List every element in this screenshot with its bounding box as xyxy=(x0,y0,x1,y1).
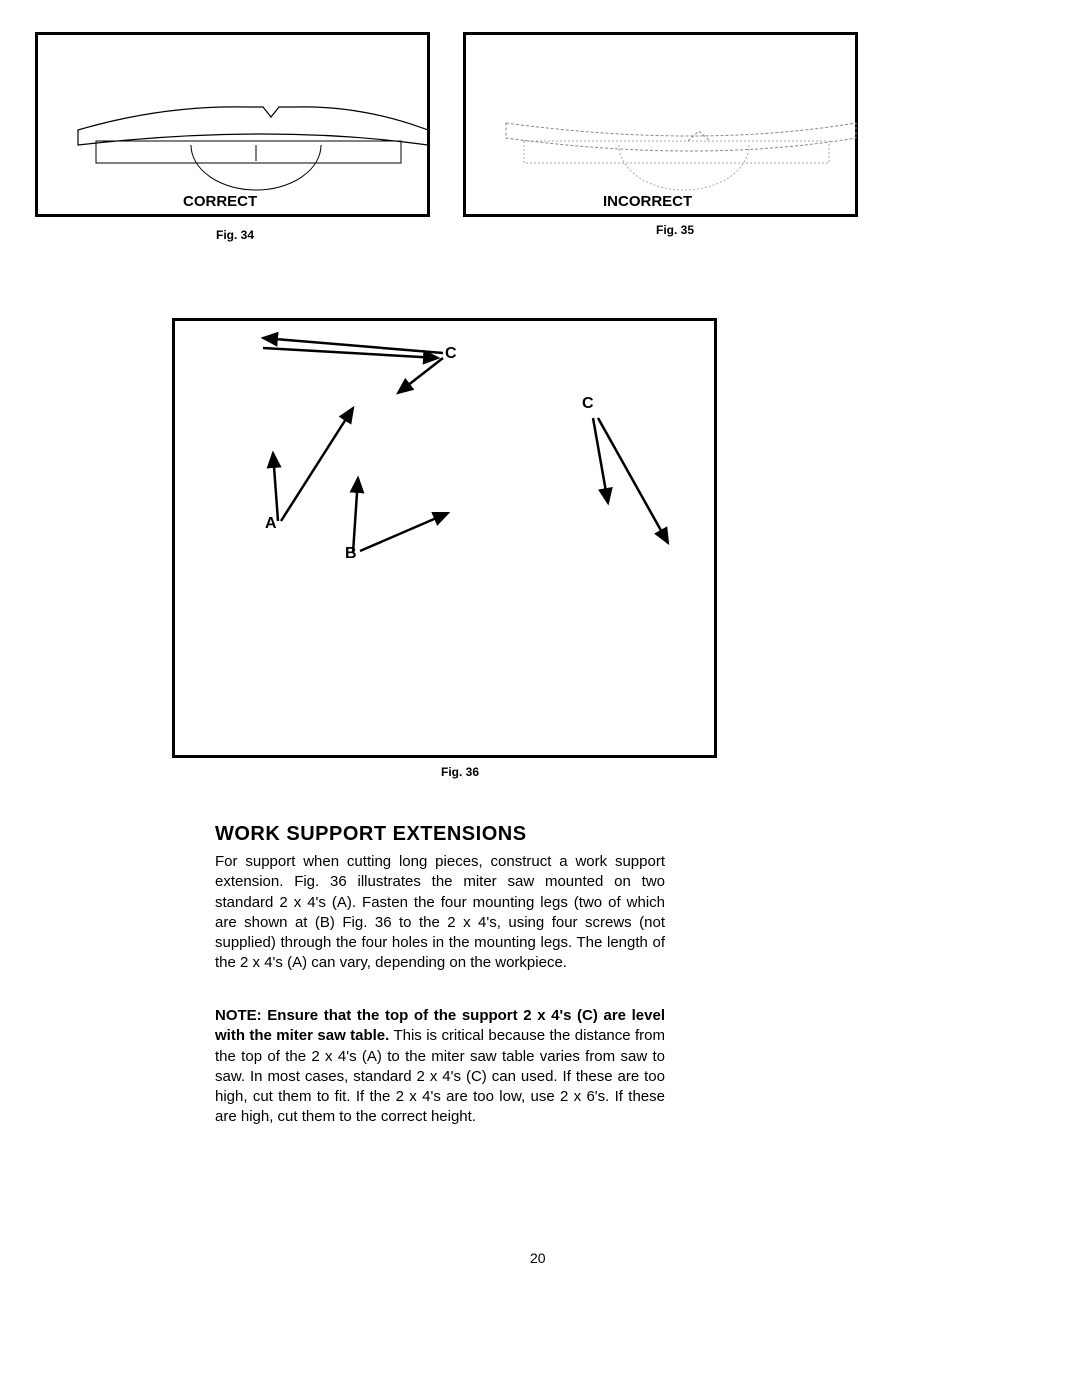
fig35-caption: Fig. 35 xyxy=(635,223,715,237)
manual-page: CORRECT Fig. 34 INCORRECT Fig. 35 Fig. 3… xyxy=(0,0,1080,1397)
fig36-label-c2: C xyxy=(582,395,594,413)
fig36-label-a: A xyxy=(265,515,277,533)
section-title: WORK SUPPORT EXTENSIONS xyxy=(215,823,527,846)
paragraph-note: NOTE: Ensure that the top of the support… xyxy=(215,1006,665,1128)
fig35-box: INCORRECT xyxy=(463,32,858,217)
fig35-label: INCORRECT xyxy=(603,193,692,210)
fig36-label-b: B xyxy=(345,545,357,563)
fig36-caption: Fig. 36 xyxy=(420,765,500,779)
fig34-label: CORRECT xyxy=(183,193,257,210)
page-number: 20 xyxy=(530,1250,546,1266)
fig36-label-c1: C xyxy=(445,345,457,363)
fig34-caption: Fig. 34 xyxy=(195,228,275,242)
fig36-drawing xyxy=(175,321,720,761)
fig34-box: CORRECT xyxy=(35,32,430,217)
paragraph-1: For support when cutting long pieces, co… xyxy=(215,852,665,974)
fig36-box xyxy=(172,318,717,758)
